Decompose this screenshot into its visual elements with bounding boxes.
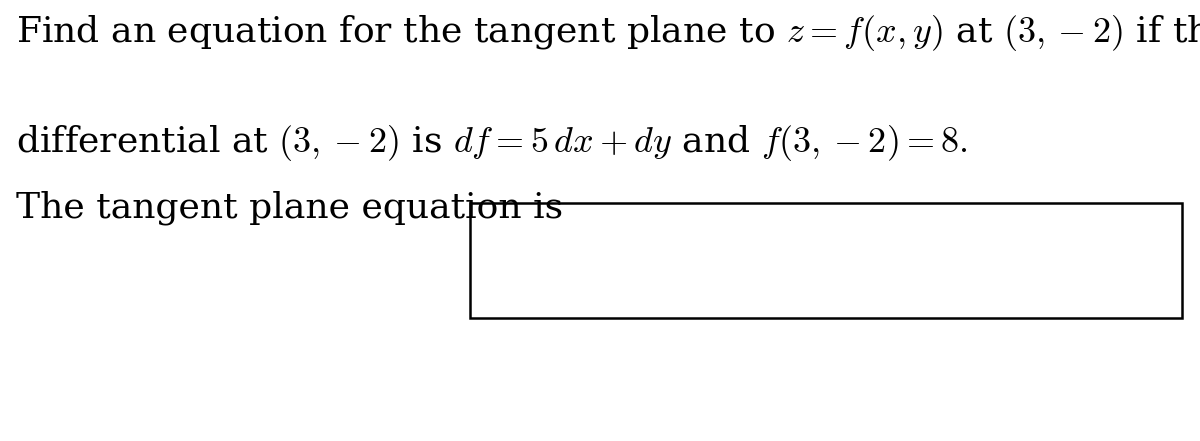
Text: differential at $(3, -2)$ is $df = 5\,dx + dy$ and $f(3, -2) = 8.$: differential at $(3, -2)$ is $df = 5\,dx… — [16, 123, 967, 164]
Text: Find an equation for the tangent plane to $z = f(x, y)$ at $(3, -2)$ if the: Find an equation for the tangent plane t… — [16, 13, 1200, 53]
Text: The tangent plane equation is: The tangent plane equation is — [16, 190, 563, 224]
Bar — [470, 203, 1182, 318]
